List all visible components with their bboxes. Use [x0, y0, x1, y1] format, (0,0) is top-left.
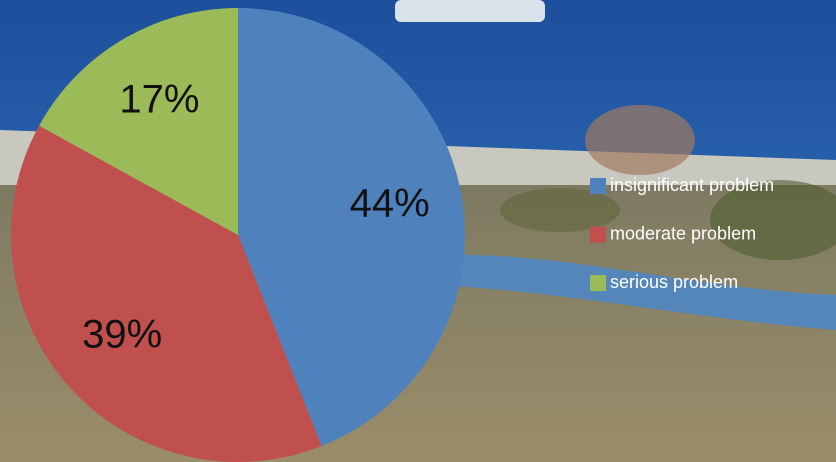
legend-label: serious problem [610, 272, 738, 292]
legend-label: moderate problem [610, 223, 756, 243]
pie-slice [11, 125, 322, 462]
legend-swatch [590, 178, 606, 194]
data-label: 39% [82, 313, 162, 357]
legend: insignificant problem moderate problem ser… [590, 175, 774, 292]
legend-swatch [590, 226, 606, 243]
pie-slice [39, 8, 238, 235]
legend-swatch [590, 275, 606, 291]
data-label: 17% [119, 78, 199, 122]
pie: 44% 39% 17% [11, 8, 465, 462]
data-label: 44% [350, 182, 430, 226]
legend-label: insignificant problem [610, 175, 774, 195]
pie-slice [238, 8, 465, 447]
